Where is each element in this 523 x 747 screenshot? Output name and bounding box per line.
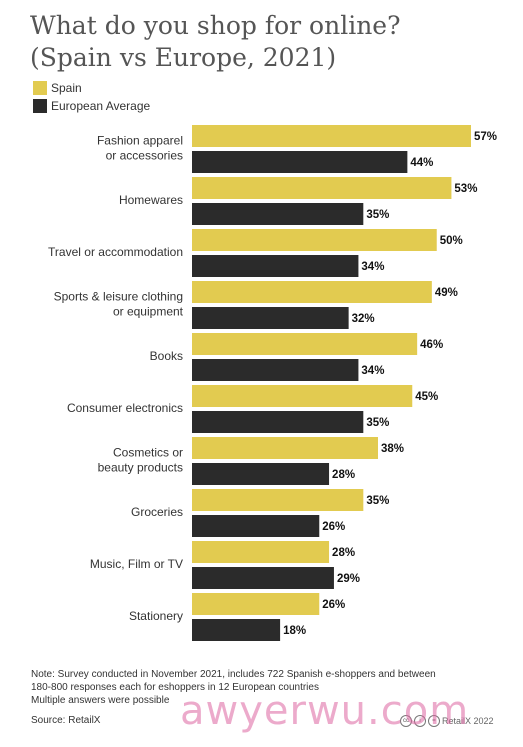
bar-spain (192, 125, 471, 147)
title-line-2: (Spain vs Europe, 2021) (30, 43, 337, 72)
value-label: 28% (332, 469, 355, 481)
bar-spain (192, 437, 378, 459)
bar-group: Groceries 35% 26% (131, 489, 389, 537)
bar-europe (192, 359, 359, 381)
footnote: Note: Survey conducted in November 2021,… (31, 668, 501, 707)
category-label: Consumer electronics (67, 401, 183, 415)
bar-spain (192, 489, 364, 511)
value-label: 34% (361, 261, 384, 273)
value-label: 35% (366, 209, 389, 221)
bar-group: Travel or accommodation 50% 34% (48, 229, 463, 277)
bar-europe (192, 463, 330, 485)
category-label: Music, Film or TV (90, 557, 183, 571)
bar-spain (192, 385, 413, 407)
category-label: Books (150, 349, 183, 363)
value-label: 44% (410, 157, 433, 169)
category-label: Cosmetics or (113, 446, 183, 460)
no-derivatives-icon: = (428, 715, 440, 727)
value-label: 35% (366, 495, 389, 507)
bar-europe (192, 255, 359, 277)
attribution-icon: i (414, 715, 426, 727)
category-label: or accessories (106, 149, 183, 163)
bar-europe (192, 567, 334, 589)
category-label: Travel or accommodation (48, 245, 183, 259)
legend-item-europe: European Average (33, 97, 150, 114)
value-label: 32% (352, 313, 375, 325)
credit: cc i = RetailX 2022 (400, 715, 494, 727)
value-label: 29% (337, 573, 360, 585)
category-label: or equipment (113, 305, 184, 319)
value-label: 49% (435, 287, 458, 299)
bar-spain (192, 333, 418, 355)
bar-group: Stationery 26% 18% (129, 593, 345, 641)
watermark: awyerwu.com (180, 688, 470, 734)
bar-europe (192, 151, 408, 173)
legend-swatch-spain (33, 80, 47, 95)
bar-europe (192, 203, 364, 225)
bar-spain (192, 541, 330, 563)
value-label: 57% (474, 131, 497, 143)
value-label: 50% (440, 235, 463, 247)
bar-group: Books 46% 34% (150, 333, 443, 381)
category-label: Groceries (131, 505, 183, 519)
bar-group: Homewares 53% 35% (119, 177, 477, 225)
value-label: 18% (283, 625, 306, 637)
legend-label-spain: Spain (51, 80, 82, 95)
bar-group: Music, Film or TV 28% 29% (90, 541, 360, 589)
bar-spain (192, 593, 320, 615)
bar-spain (192, 177, 452, 199)
note-line-1: Note: Survey conducted in November 2021,… (31, 669, 436, 680)
value-label: 38% (381, 443, 404, 455)
bar-spain (192, 281, 432, 303)
bar-europe (192, 619, 281, 641)
category-label: Sports & leisure clothing (54, 290, 183, 304)
bar-europe (192, 411, 364, 433)
note-line-3: Multiple answers were possible (31, 695, 170, 706)
bar-group: Consumer electronics 45% 35% (67, 385, 438, 433)
bar-spain (192, 229, 437, 251)
bar-europe (192, 515, 320, 537)
value-label: 45% (415, 391, 438, 403)
source-text: Source: RetailX (31, 715, 101, 726)
legend-label-europe: European Average (51, 98, 151, 113)
cc-license-icon: cc (400, 715, 412, 727)
category-label: Homewares (119, 193, 183, 207)
bar-europe (192, 307, 349, 329)
value-label: 46% (420, 339, 443, 351)
category-label: Stationery (129, 609, 183, 623)
legend-item-spain: Spain (33, 79, 150, 96)
legend-swatch-europe (33, 98, 47, 113)
value-label: 28% (332, 547, 355, 559)
chart-title: What do you shop for online? (Spain vs E… (30, 10, 510, 74)
value-label: 53% (454, 183, 477, 195)
note-line-2: 180-800 responses each for eshoppers in … (31, 682, 319, 693)
value-label: 26% (322, 599, 345, 611)
value-label: 34% (361, 365, 384, 377)
legend: Spain European Average (33, 79, 150, 115)
category-label: beauty products (98, 461, 183, 475)
credit-text: RetailX 2022 (442, 716, 494, 726)
title-line-1: What do you shop for online? (30, 11, 401, 40)
value-label: 35% (366, 417, 389, 429)
value-label: 26% (322, 521, 345, 533)
category-label: Fashion apparel (97, 134, 183, 148)
